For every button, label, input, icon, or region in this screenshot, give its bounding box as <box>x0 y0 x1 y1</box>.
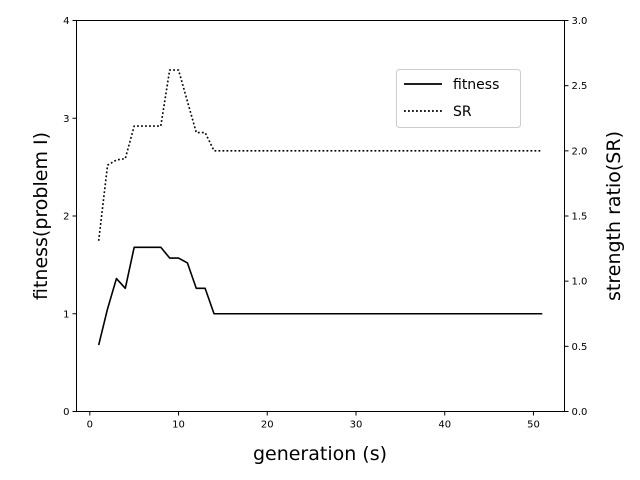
x-axis-title: generation (s) <box>253 443 387 465</box>
legend: fitness SR <box>396 69 521 128</box>
x-tick-label: 20 <box>261 420 274 431</box>
left-y-axis-title: fitness(problem I) <box>30 132 52 300</box>
right-y-axis-title: strength ratio(SR) <box>603 131 625 301</box>
series-line-sr <box>97 69 543 241</box>
right-y-tick-label: 0.0 <box>572 407 588 418</box>
left-y-tick-label: 0 <box>63 407 69 418</box>
right-y-tick-label: 1.5 <box>572 212 588 223</box>
legend-label-fitness: fitness <box>453 77 499 93</box>
right-y-tick-label: 3.0 <box>572 16 588 27</box>
series-line-fitness <box>97 246 543 346</box>
left-y-tick-label: 3 <box>63 114 69 125</box>
x-tick-label: 0 <box>87 420 93 431</box>
right-y-tick-label: 0.5 <box>572 342 588 353</box>
right-y-tick-label: 2.0 <box>572 146 588 157</box>
x-tick-label: 40 <box>438 420 451 431</box>
x-tick-label: 30 <box>350 420 363 431</box>
ticks: 0 10 20 30 40 50 0 1 2 3 4 0.0 0.5 1.0 1.5 2.0 2.5 3.0 <box>63 16 587 431</box>
left-y-tick-label: 4 <box>63 16 69 27</box>
right-y-tick-label: 2.5 <box>572 81 588 92</box>
right-y-tick-label: 1.0 <box>572 277 588 288</box>
legend-label-sr: SR <box>453 104 472 120</box>
x-tick-label: 50 <box>527 420 540 431</box>
x-tick-label: 10 <box>172 420 185 431</box>
series-layer <box>97 69 543 346</box>
left-y-tick-label: 2 <box>63 212 69 223</box>
left-y-tick-label: 1 <box>63 309 69 320</box>
